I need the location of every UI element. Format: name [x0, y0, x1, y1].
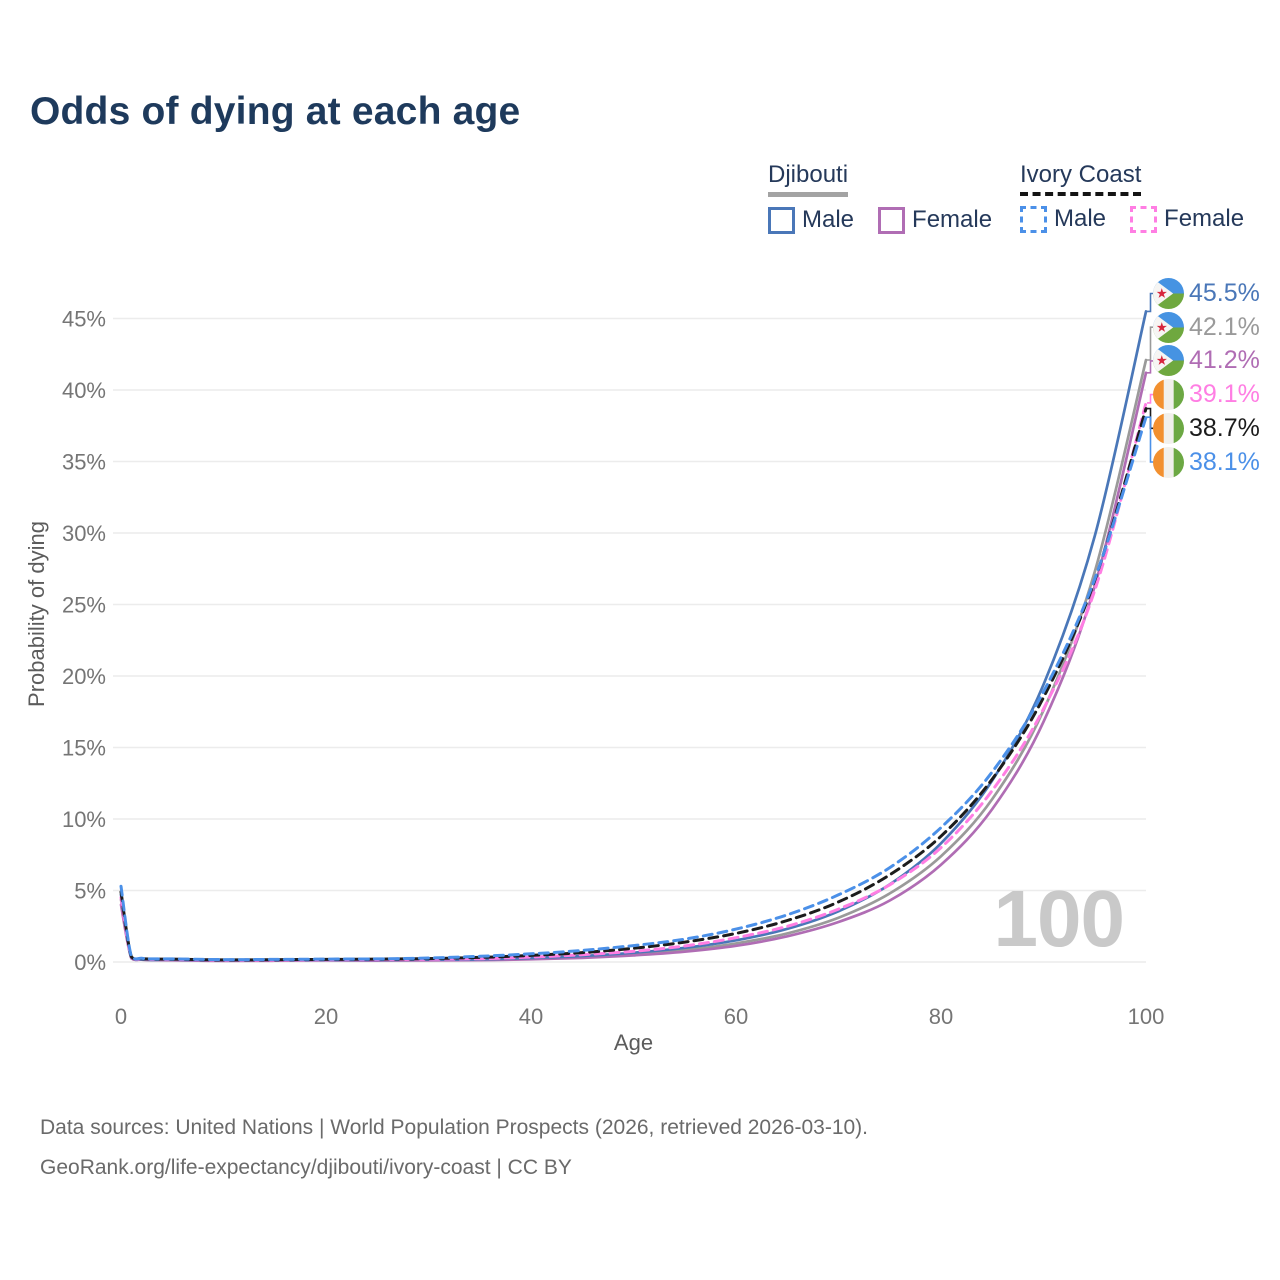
y-tick-15: 15%	[62, 736, 106, 761]
y-tick-0: 0%	[74, 950, 106, 975]
legend-label-ivory-male: Male	[1054, 205, 1107, 232]
y-tick-20: 20%	[62, 664, 106, 689]
x-tick-0: 0	[115, 1004, 127, 1029]
ivory-male-swatch-icon	[1020, 205, 1047, 233]
y-tick-5: 5%	[74, 879, 106, 904]
legend-label-djibouti-female: Female	[912, 206, 993, 233]
legend-group-djibouti: Djibouti Male Female	[768, 161, 992, 234]
legend-header-djibouti: Djibouti	[768, 161, 849, 197]
legend-item-ivory-female[interactable]: Female	[1130, 205, 1244, 233]
x-tick-80: 80	[929, 1004, 953, 1029]
leader-line-djibouti-female	[1147, 360, 1154, 374]
footer: Data sources: United Nations | World Pop…	[40, 1108, 868, 1188]
y-tick-40: 40%	[62, 378, 106, 403]
legend-item-ivory-male[interactable]: Male	[1020, 205, 1106, 233]
page-title: Odds of dying at each age	[30, 90, 521, 133]
age-watermark: 100	[994, 874, 1124, 963]
djibouti-male-swatch-icon	[768, 206, 795, 234]
series-line-ivory-coast-both-sexes	[119, 407, 1148, 962]
y-tick-10: 10%	[62, 807, 106, 832]
data-source-text: Data sources: United Nations | World Pop…	[40, 1116, 869, 1139]
legend-label-ivory-female: Female	[1164, 205, 1245, 232]
attribution-text: GeoRank.org/life-expectancy/djibouti/ivo…	[40, 1156, 572, 1179]
series-line-djibouti-both-sexes	[119, 358, 1148, 962]
legend-item-djibouti-male[interactable]: Male	[768, 206, 854, 234]
x-tick-100: 100	[1128, 1004, 1165, 1029]
x-tick-40: 40	[519, 1004, 543, 1029]
legend-label-djibouti-male: Male	[802, 206, 855, 233]
leader-line-djibouti-both-sexes	[1147, 326, 1154, 361]
series-line-ivory-coast-female	[119, 401, 1148, 962]
y-tick-45: 45%	[62, 307, 106, 332]
series-line-djibouti-male	[119, 310, 1148, 962]
y-axis-title: Probability of dying	[24, 521, 49, 707]
djibouti-female-swatch-icon	[878, 206, 906, 234]
legend-group-ivory-coast: Ivory Coast Male Female	[1020, 161, 1244, 233]
y-tick-25: 25%	[62, 593, 106, 618]
ivory-female-swatch-icon	[1130, 205, 1158, 233]
series-line-ivory-coast-male	[119, 415, 1148, 962]
leader-line-ivory-coast-female	[1147, 393, 1154, 404]
leader-line-djibouti-male	[1147, 292, 1154, 313]
x-tick-60: 60	[724, 1004, 748, 1029]
legend-header-ivory-coast: Ivory Coast	[1020, 161, 1142, 196]
legend-item-djibouti-female[interactable]: Female	[878, 206, 992, 234]
y-tick-30: 30%	[62, 521, 106, 546]
x-tick-20: 20	[314, 1004, 338, 1029]
x-axis-title: Age	[614, 1030, 653, 1055]
leader-line-ivory-coast-male	[1147, 416, 1154, 463]
y-tick-35: 35%	[62, 450, 106, 475]
